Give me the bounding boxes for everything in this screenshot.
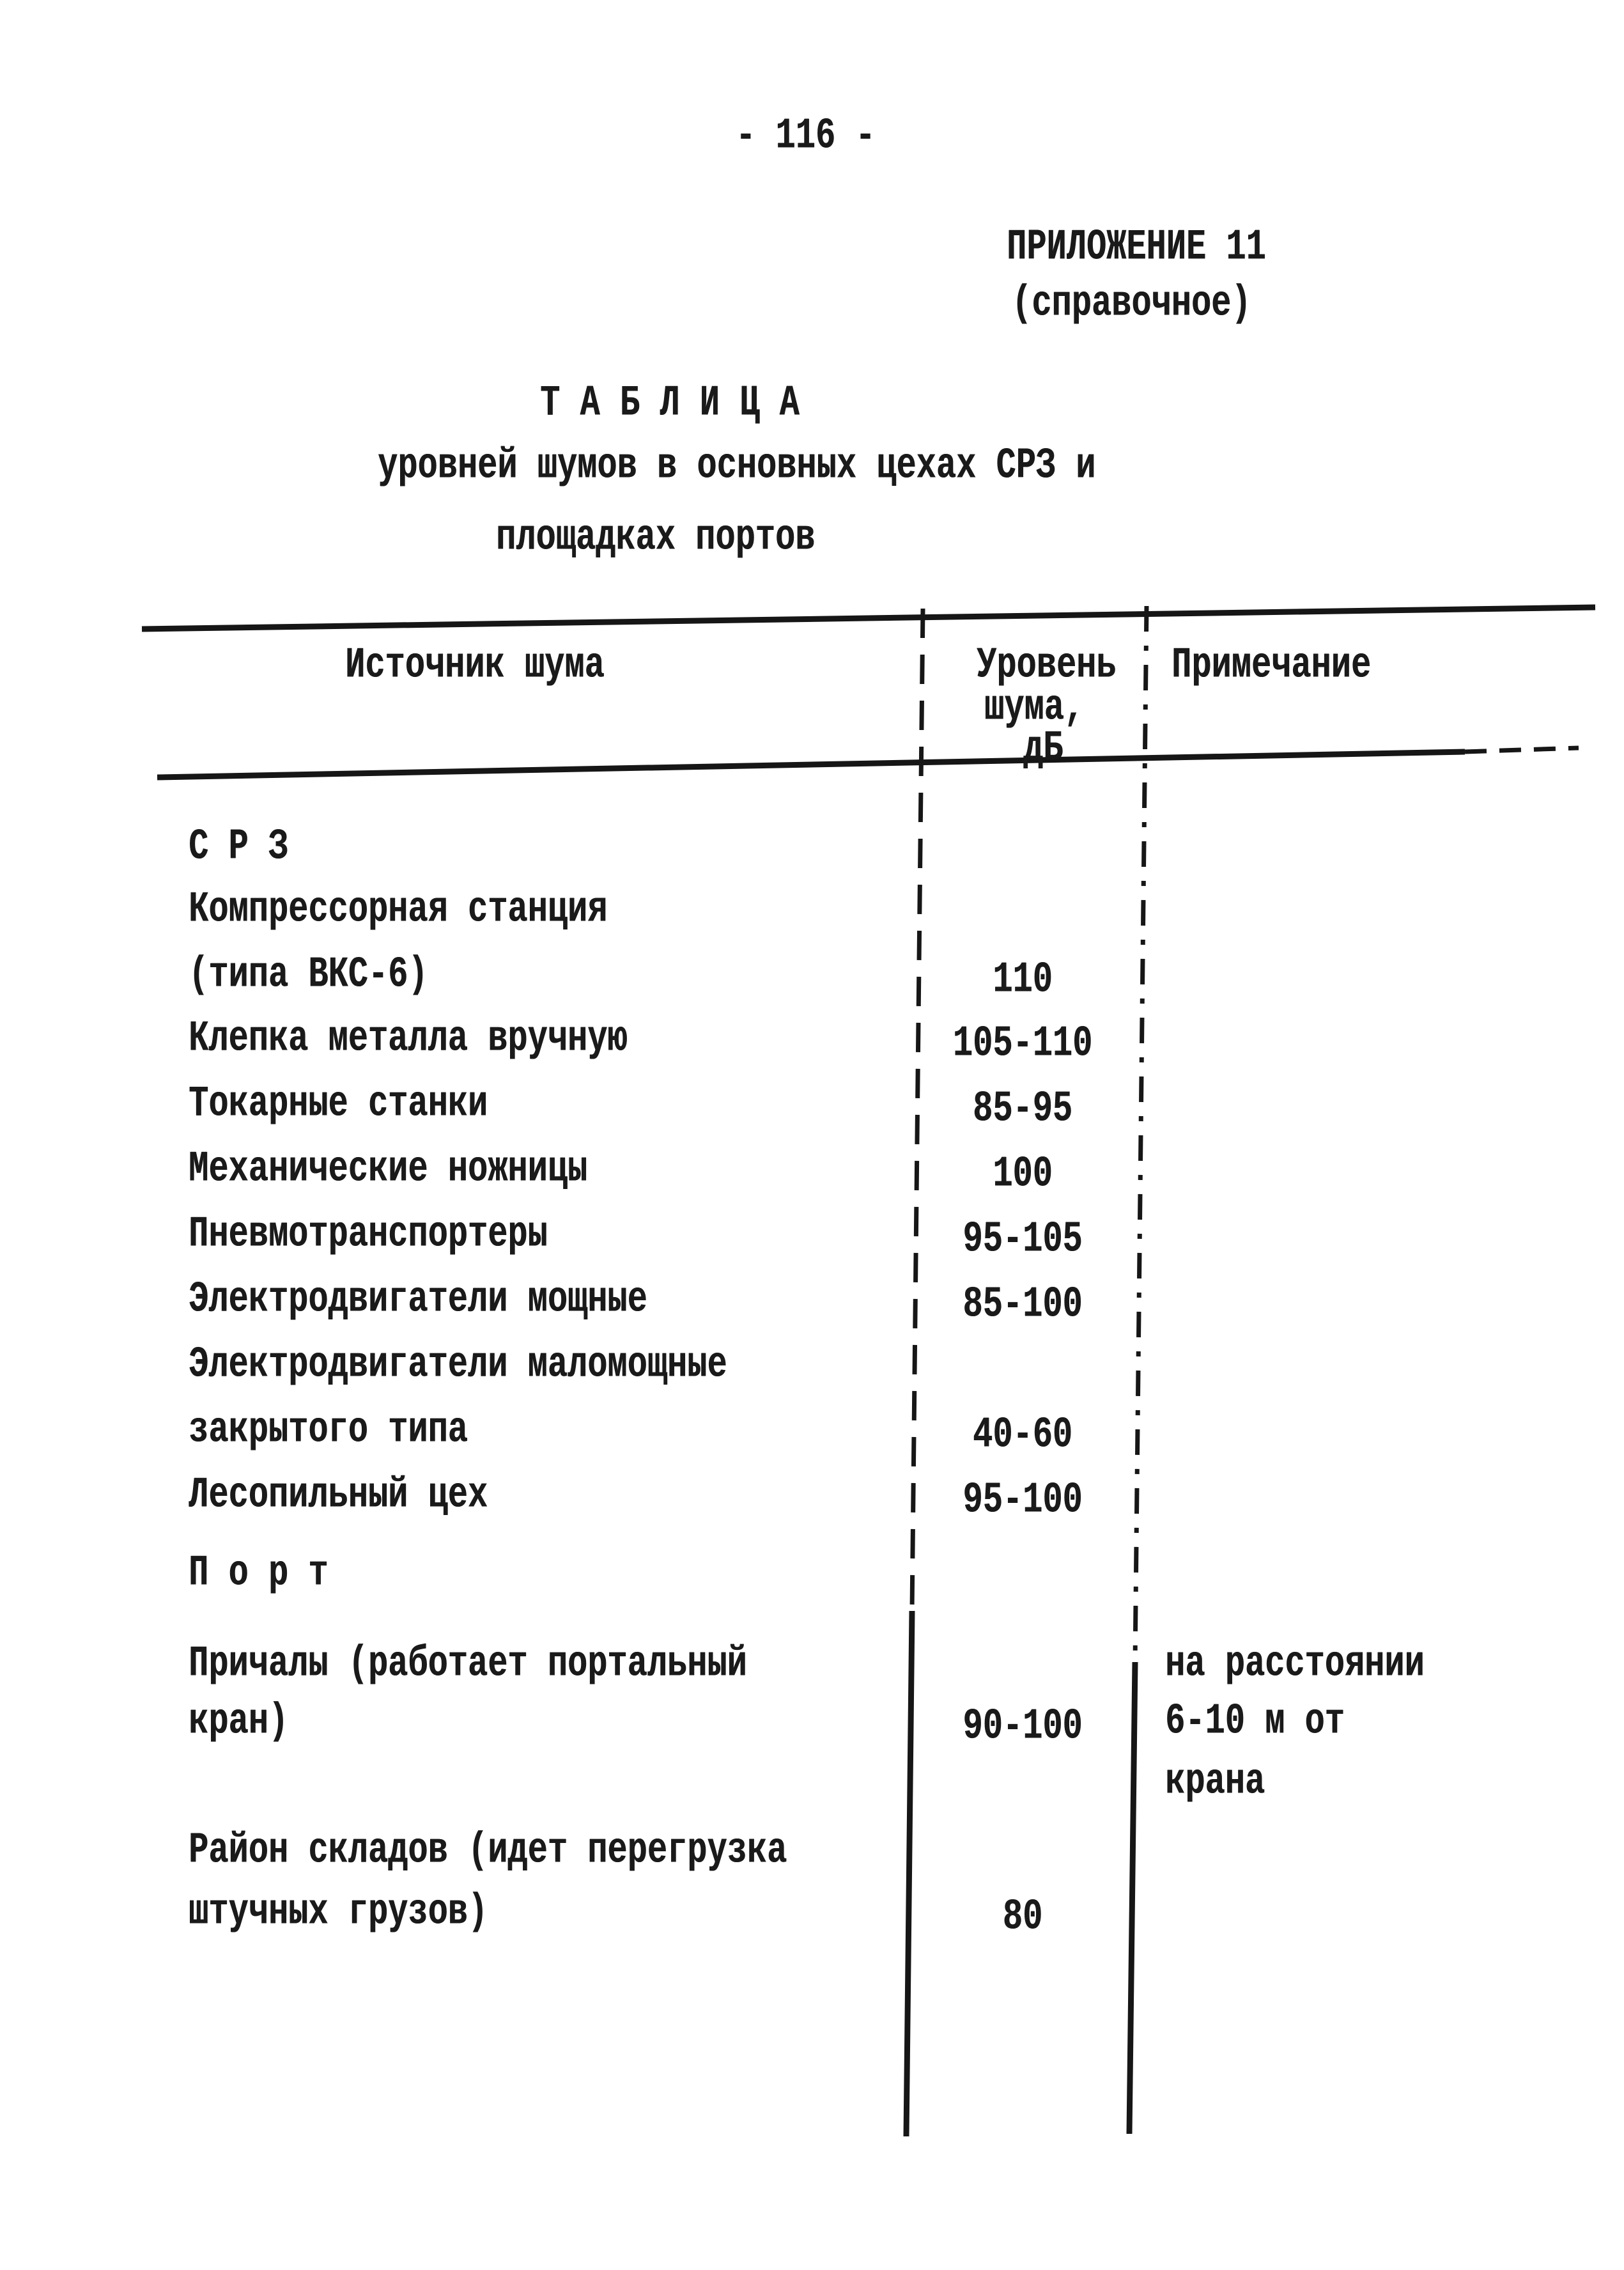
table-row-section-label: С Р З (189, 822, 289, 872)
table-top-rule (141, 604, 1596, 632)
appendix-label: ПРИЛОЖЕНИЕ 11 (1007, 222, 1266, 272)
table-row-section-label: П о р т (189, 1548, 329, 1598)
table-subtitle-line2: площадках портов (496, 513, 816, 563)
column-header-level-line1: Уровень (977, 641, 1117, 690)
table-row-note: 6-10 м от (1165, 1697, 1345, 1746)
column-divider-1-solid (903, 1610, 915, 2137)
table-row-value: 85-100 (963, 1280, 1083, 1330)
column-header-level-line3: дБ (1023, 724, 1063, 774)
appendix-note: (справочное) (1012, 279, 1251, 329)
table-row-value: 40-60 (972, 1410, 1073, 1460)
table-row-label: Компрессорная станция (189, 885, 608, 935)
column-divider-2-solid (1126, 1661, 1138, 2134)
table-row-value: 95-100 (963, 1475, 1083, 1525)
table-row-note: на расстоянии (1165, 1639, 1425, 1689)
table-row-label: Причалы (работает портальный (189, 1639, 747, 1689)
table-row-value: 110 (993, 955, 1053, 1005)
column-header-source: Источник шума (345, 641, 605, 690)
column-divider-2-dashed (1133, 605, 1149, 1663)
table-row-label: Лесопильный цех (189, 1470, 488, 1520)
table-row-label: кран) (189, 1697, 289, 1746)
table-row-label: Механические ножницы (189, 1144, 588, 1194)
table-row-label: Район складов (идет перегрузка (189, 1826, 787, 1876)
table-row-value: 80 (1002, 1892, 1043, 1942)
table-row-label: Клепка металла вручную (189, 1014, 628, 1064)
table-row-note: крана (1165, 1757, 1265, 1807)
table-row-label: Электродвигатели мощные (189, 1275, 647, 1325)
table-row-label: (типа ВКС-6) (189, 950, 428, 1000)
table-row-value: 90-100 (963, 1702, 1083, 1752)
table-row-value: 100 (993, 1149, 1053, 1199)
table-subtitle-line1: уровней шумов в основных цехах СРЗ и (378, 441, 1096, 491)
page-number: - 116 - (736, 111, 876, 161)
table-row-value: 95-105 (963, 1215, 1083, 1264)
table-row-label: закрытого типа (189, 1405, 468, 1455)
table-row-label: Электродвигатели маломощные (189, 1340, 727, 1390)
table-row-label: Пневмотранспортеры (189, 1209, 548, 1259)
table-row-value: 85-95 (972, 1084, 1073, 1134)
column-header-note: Примечание (1172, 641, 1372, 690)
table-title: Т А Б Л И Ц А (540, 378, 800, 428)
column-header-level-line2: шума, (984, 683, 1085, 733)
table-row-label: штучных грузов) (189, 1887, 488, 1937)
table-row-value: 105-110 (952, 1019, 1093, 1069)
table-header-rule (157, 749, 1465, 781)
table-header-rule-tail (1464, 745, 1579, 754)
column-divider-1-dashed (909, 608, 925, 1612)
table-row-label: Токарные станки (189, 1079, 488, 1129)
